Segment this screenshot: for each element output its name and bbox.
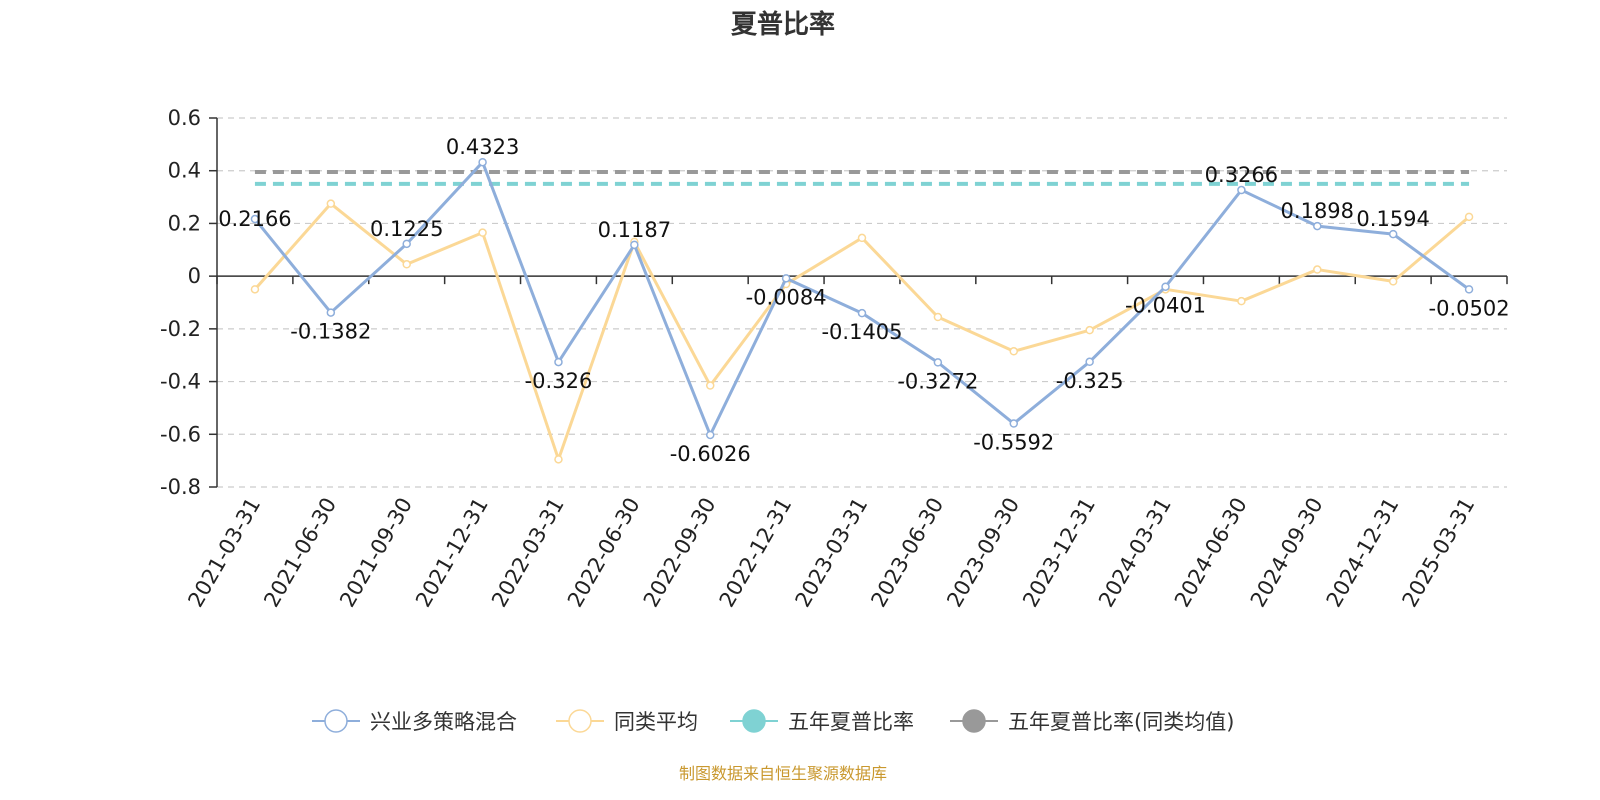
grid-lines <box>217 117 1507 488</box>
y-tick-label: -0.6 <box>160 422 201 446</box>
legend-label-0: 兴业多策略混合 <box>370 710 517 734</box>
x-tick-label: 2022-06-30 <box>563 494 645 612</box>
x-tick-label: 2024-09-30 <box>1246 494 1328 612</box>
x-tick-label: 2023-12-31 <box>1018 494 1100 612</box>
data-point <box>705 381 715 390</box>
x-tick-label: 2023-09-30 <box>942 493 1024 611</box>
data-label: 0.1225 <box>370 217 443 241</box>
y-tick-label: -0.4 <box>160 370 201 394</box>
legend-label-2: 五年夏普比率 <box>788 710 914 734</box>
x-tick-label: 2022-09-30 <box>639 494 721 612</box>
data-point <box>1464 212 1474 222</box>
x-tick-label: 2021-06-30 <box>259 494 341 612</box>
x-tick-label: 2023-06-30 <box>866 494 948 612</box>
x-tick-label: 2024-03-31 <box>1094 494 1176 612</box>
data-source-note: 制图数据来自恒生聚源数据库 <box>679 764 887 783</box>
legend-marker-2 <box>742 709 766 733</box>
data-point <box>1009 347 1019 356</box>
data-point <box>1388 277 1398 286</box>
data-point <box>857 308 867 318</box>
chart-title: 夏普比率 <box>731 9 835 40</box>
data-point <box>402 260 411 269</box>
data-point <box>1161 282 1170 291</box>
x-tick-label: 2021-03-31 <box>183 494 265 612</box>
data-point <box>781 274 791 283</box>
x-tick-label: 2025-03-31 <box>1398 494 1480 612</box>
data-point <box>554 455 563 464</box>
data-label: -0.0401 <box>1125 294 1206 318</box>
legend-marker-0 <box>324 709 348 733</box>
data-point <box>1313 265 1322 274</box>
data-point <box>1313 221 1322 231</box>
y-tick-label: 0.2 <box>168 211 201 235</box>
legend-marker-1 <box>568 709 592 733</box>
x-tick-label: 2022-12-31 <box>715 494 797 612</box>
data-point <box>554 357 563 367</box>
data-label: -0.1405 <box>821 320 902 344</box>
data-point <box>1009 419 1019 428</box>
data-label: 0.4323 <box>446 135 519 159</box>
data-label: -0.0502 <box>1429 296 1510 320</box>
data-label: -0.326 <box>525 369 593 393</box>
y-tick-label: -0.8 <box>160 475 201 499</box>
data-point <box>857 233 867 243</box>
data-label: 0.2166 <box>218 207 291 231</box>
legend-label-3: 五年夏普比率(同类均值) <box>1008 710 1234 734</box>
x-tick-label: 2021-12-31 <box>411 494 493 612</box>
data-point <box>1085 357 1094 367</box>
data-label: -0.6026 <box>670 442 751 466</box>
data-point <box>1085 325 1094 335</box>
data-point <box>478 228 487 237</box>
data-point <box>630 240 639 250</box>
data-point <box>326 308 336 317</box>
data-label: 0.3266 <box>1205 163 1278 187</box>
legend: 兴业多策略混合 同类平均 五年夏普比率 五年夏普比率(同类均值) <box>312 709 1234 734</box>
x-tick-label: 2024-12-31 <box>1322 494 1404 612</box>
y-tick-label: -0.2 <box>160 317 201 341</box>
x-tick-label: 2023-03-31 <box>791 494 873 612</box>
data-point <box>402 239 411 249</box>
data-label: 0.1594 <box>1356 207 1429 231</box>
data-point <box>933 358 943 367</box>
data-label: -0.325 <box>1056 369 1124 393</box>
y-tick-label: 0.4 <box>168 159 201 183</box>
data-point <box>1388 229 1398 239</box>
data-point <box>250 214 260 224</box>
data-label: -0.1382 <box>290 320 371 344</box>
data-point <box>478 157 487 167</box>
x-tick-label: 2021-09-30 <box>335 494 417 612</box>
y-tick-label: 0 <box>188 264 201 288</box>
data-label: -0.5592 <box>973 431 1054 455</box>
data-point <box>326 199 336 208</box>
data-point <box>1237 296 1246 306</box>
data-point <box>933 312 943 322</box>
data-point <box>1464 285 1474 294</box>
axes: 0.60.40.20-0.2-0.4-0.6-0.82021-03-312021… <box>160 106 1508 612</box>
data-point <box>705 430 715 440</box>
legend-label-1: 同类平均 <box>614 710 698 734</box>
data-label: 0.1898 <box>1281 199 1354 223</box>
data-point <box>1237 185 1246 195</box>
data-point <box>250 285 260 294</box>
y-tick-label: 0.6 <box>168 106 201 130</box>
data-label: 0.1187 <box>598 218 671 242</box>
reference-lines <box>254 170 1470 186</box>
x-tick-label: 2022-03-31 <box>487 494 569 612</box>
legend-marker-3 <box>962 709 986 733</box>
data-label: -0.3272 <box>897 369 978 393</box>
data-label: -0.0084 <box>746 285 827 309</box>
x-tick-label: 2024-06-30 <box>1170 494 1252 612</box>
series-lines <box>250 157 1474 464</box>
data-labels: 0.2166 -0.1382 0.1225 0.4323 -0.326 0.1187 -0.… <box>218 135 1509 466</box>
